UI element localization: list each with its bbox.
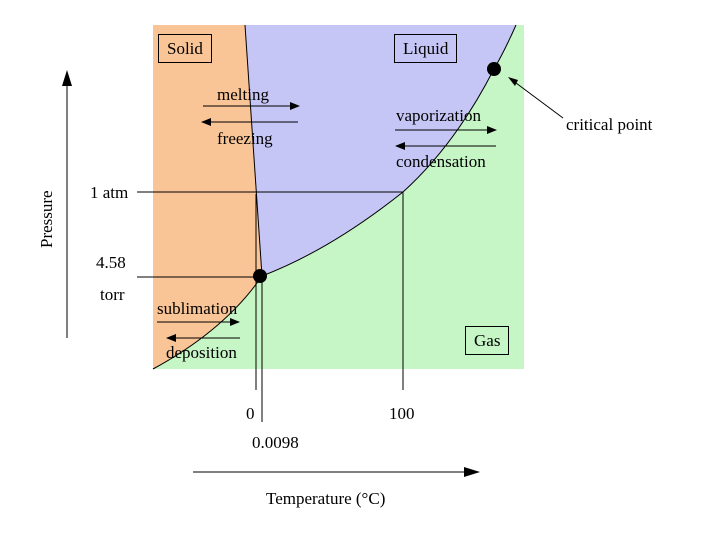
freezing-arrowhead (201, 118, 211, 126)
x-tick-0-0098: 0.0098 (252, 433, 299, 452)
x-axis-title: Temperature (°C) (266, 489, 386, 508)
liquid-region (245, 25, 516, 276)
y-tick-1-atm: 1 atm (90, 183, 129, 202)
condensation-arrowhead (395, 142, 405, 150)
deposition-arrowhead (166, 334, 176, 342)
y-tick-torr: torr (100, 285, 125, 304)
critical-point-label: critical point (566, 115, 653, 134)
sublimation-arrowhead (230, 318, 240, 326)
sublimation-label: sublimation (157, 299, 238, 318)
sublimation-curve (152, 275, 263, 370)
critical-point-arrowhead (508, 77, 518, 86)
freezing-label: freezing (217, 129, 273, 148)
melting-curve (244, 24, 263, 277)
melting-arrowhead (290, 102, 300, 110)
temperature-axis-arrowhead (464, 467, 480, 477)
liquid-label: Liquid (394, 34, 458, 63)
melting-label: melting (217, 85, 269, 104)
critical-point-pointer (511, 79, 564, 119)
y-tick-4-58: 4.58 (96, 253, 126, 272)
vaporization-label: vaporization (396, 106, 481, 125)
vaporization-arrowhead (487, 126, 497, 134)
condensation-label: condensation (396, 152, 486, 171)
pressure-axis-arrowhead (62, 70, 72, 86)
vaporization-curve (261, 24, 517, 277)
y-axis-title: Pressure (37, 190, 56, 248)
deposition-label: deposition (166, 343, 237, 362)
solid-region (153, 25, 262, 369)
x-tick-0: 0 (246, 404, 255, 423)
x-tick-100: 100 (389, 404, 415, 423)
gas-label: Gas (465, 326, 510, 355)
triple-point (253, 269, 267, 283)
critical-point (487, 62, 501, 76)
solid-label: Solid (158, 34, 212, 63)
